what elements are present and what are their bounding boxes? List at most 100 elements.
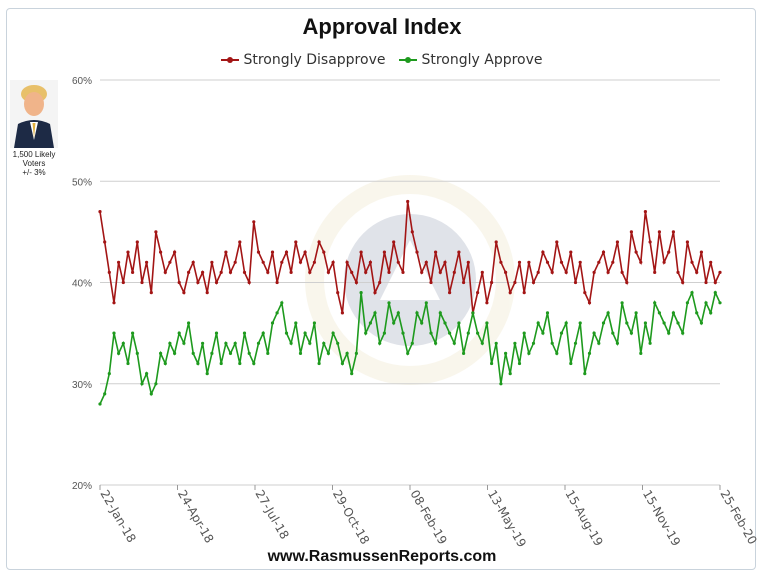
- data-point[interactable]: [648, 240, 652, 244]
- data-point[interactable]: [322, 250, 326, 254]
- data-point[interactable]: [177, 280, 181, 285]
- data-point[interactable]: [522, 331, 526, 335]
- data-point[interactable]: [480, 341, 484, 345]
- data-point[interactable]: [639, 351, 643, 355]
- data-point[interactable]: [611, 260, 615, 264]
- data-point[interactable]: [485, 321, 489, 325]
- data-point[interactable]: [452, 341, 456, 345]
- data-point[interactable]: [583, 372, 587, 376]
- data-point[interactable]: [317, 361, 321, 366]
- data-point[interactable]: [303, 250, 307, 254]
- data-point[interactable]: [415, 311, 419, 315]
- data-point[interactable]: [536, 321, 540, 325]
- data-point[interactable]: [364, 331, 368, 335]
- data-point[interactable]: [382, 331, 386, 335]
- data-point[interactable]: [317, 240, 321, 244]
- data-point[interactable]: [611, 331, 615, 335]
- data-point[interactable]: [201, 341, 205, 345]
- data-point[interactable]: [252, 361, 256, 366]
- data-point[interactable]: [592, 270, 596, 274]
- data-point[interactable]: [201, 270, 205, 274]
- data-point[interactable]: [690, 291, 694, 295]
- data-point[interactable]: [685, 301, 690, 305]
- data-point[interactable]: [233, 260, 237, 264]
- data-point[interactable]: [210, 260, 214, 264]
- data-point[interactable]: [392, 321, 396, 325]
- data-point[interactable]: [396, 311, 400, 315]
- data-point[interactable]: [182, 291, 186, 295]
- data-point[interactable]: [643, 321, 648, 325]
- data-point[interactable]: [228, 270, 233, 274]
- data-point[interactable]: [149, 291, 153, 295]
- data-point[interactable]: [275, 311, 279, 315]
- data-point[interactable]: [261, 331, 265, 335]
- data-point[interactable]: [289, 341, 293, 345]
- legend-item-strongly-approve[interactable]: Strongly Approve: [399, 52, 543, 68]
- data-point[interactable]: [289, 270, 293, 274]
- data-point[interactable]: [247, 351, 251, 355]
- data-point[interactable]: [517, 361, 522, 366]
- data-point[interactable]: [434, 250, 438, 254]
- data-point[interactable]: [145, 372, 149, 376]
- data-point[interactable]: [667, 331, 671, 335]
- data-point[interactable]: [308, 270, 312, 274]
- data-point[interactable]: [145, 260, 149, 264]
- data-point[interactable]: [597, 341, 601, 345]
- data-point[interactable]: [191, 260, 195, 264]
- data-point[interactable]: [676, 270, 680, 274]
- data-point[interactable]: [359, 291, 363, 295]
- data-point[interactable]: [406, 199, 410, 204]
- data-point[interactable]: [476, 331, 480, 335]
- data-point[interactable]: [578, 260, 582, 264]
- data-point[interactable]: [387, 270, 391, 274]
- data-point[interactable]: [224, 341, 228, 345]
- data-point[interactable]: [112, 331, 116, 335]
- data-point[interactable]: [569, 250, 573, 254]
- data-point[interactable]: [256, 250, 261, 254]
- data-point[interactable]: [462, 280, 466, 285]
- data-point[interactable]: [326, 270, 330, 274]
- data-point[interactable]: [214, 331, 219, 335]
- data-point[interactable]: [345, 260, 349, 264]
- data-point[interactable]: [639, 260, 643, 264]
- data-point[interactable]: [690, 260, 694, 264]
- data-point[interactable]: [559, 331, 564, 335]
- data-point[interactable]: [154, 382, 158, 386]
- data-point[interactable]: [210, 351, 214, 355]
- data-point[interactable]: [704, 280, 708, 285]
- data-point[interactable]: [140, 280, 144, 285]
- data-point[interactable]: [173, 250, 177, 254]
- data-point[interactable]: [266, 270, 270, 274]
- data-point[interactable]: [471, 311, 475, 315]
- data-point[interactable]: [424, 260, 428, 264]
- data-point[interactable]: [443, 260, 447, 264]
- data-point[interactable]: [490, 280, 494, 285]
- data-point[interactable]: [527, 351, 531, 355]
- data-point[interactable]: [429, 331, 433, 335]
- data-point[interactable]: [163, 270, 167, 274]
- data-point[interactable]: [196, 361, 200, 366]
- data-point[interactable]: [420, 270, 424, 274]
- data-point[interactable]: [615, 341, 620, 345]
- data-point[interactable]: [149, 392, 153, 396]
- data-point[interactable]: [448, 331, 452, 335]
- data-point[interactable]: [238, 361, 242, 366]
- data-point[interactable]: [709, 311, 713, 315]
- data-point[interactable]: [420, 321, 424, 325]
- data-point[interactable]: [466, 260, 470, 264]
- data-point[interactable]: [121, 341, 125, 345]
- data-point[interactable]: [214, 280, 219, 285]
- data-point[interactable]: [457, 250, 461, 254]
- data-point[interactable]: [625, 280, 629, 285]
- data-point[interactable]: [233, 341, 237, 345]
- data-point[interactable]: [270, 250, 275, 254]
- data-point[interactable]: [261, 260, 265, 264]
- data-point[interactable]: [541, 250, 545, 254]
- data-point[interactable]: [713, 280, 717, 285]
- data-point[interactable]: [634, 250, 638, 254]
- data-point[interactable]: [434, 341, 438, 345]
- data-point[interactable]: [294, 240, 298, 244]
- data-point[interactable]: [373, 311, 377, 315]
- data-point[interactable]: [620, 270, 624, 274]
- data-point[interactable]: [499, 260, 503, 264]
